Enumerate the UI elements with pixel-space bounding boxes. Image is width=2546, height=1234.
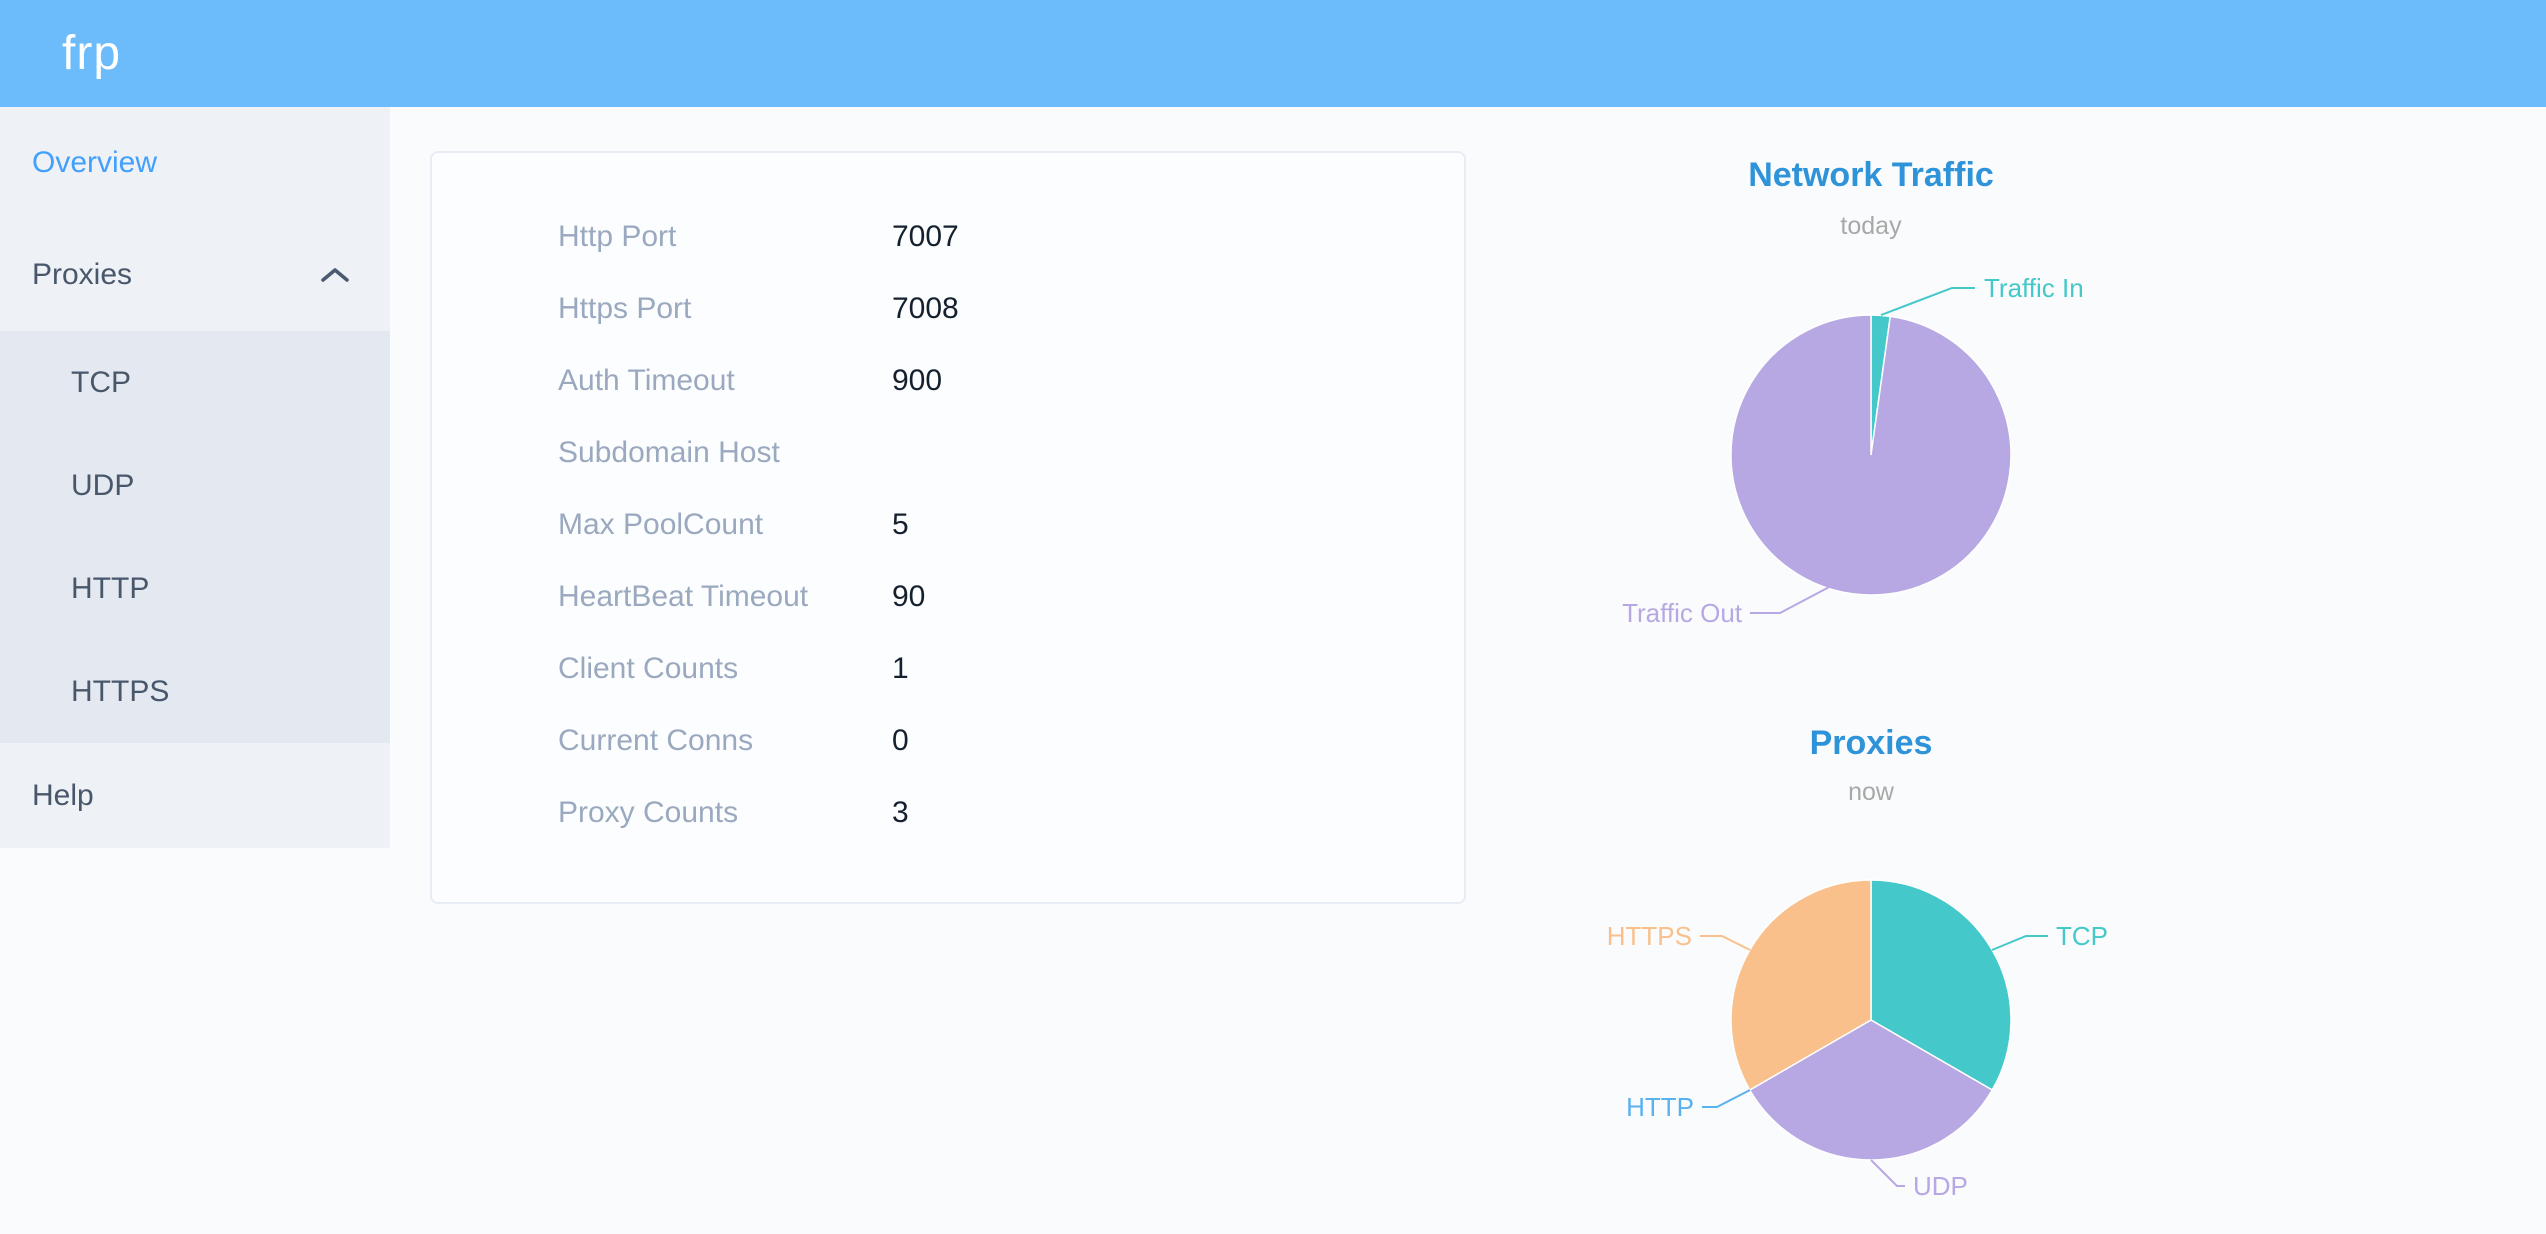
chart-subtitle-today: today xyxy=(1840,212,1902,240)
proxies-pie-chart: TCP UDP HTTP HTTPS xyxy=(1607,879,2108,1201)
config-row: HeartBeat Timeout 90 xyxy=(432,561,1464,633)
config-value: 5 xyxy=(892,508,909,541)
config-value: 3 xyxy=(892,796,909,829)
pie-leader-line-http xyxy=(1702,1089,1751,1108)
config-value: 7007 xyxy=(892,220,959,253)
pie-leader-line-traffic-out xyxy=(1750,584,1834,614)
pie-label-http: HTTP xyxy=(1626,1092,1694,1122)
pie-label-tcp: TCP xyxy=(2056,921,2108,951)
config-label: Auth Timeout xyxy=(558,364,735,397)
config-label: Proxy Counts xyxy=(558,796,739,829)
sidebar-item-proxies[interactable]: Proxies xyxy=(0,219,390,331)
sidebar-submenu-proxies: TCP UDP HTTP HTTPS xyxy=(0,331,390,743)
pie-label-traffic-in: Traffic In xyxy=(1984,273,2084,303)
config-label: Subdomain Host xyxy=(558,436,780,469)
config-row: Current Conns 0 xyxy=(432,705,1464,777)
pie-leader-line-https xyxy=(1700,935,1751,951)
sidebar-item-proxies-label: Proxies xyxy=(32,258,133,291)
config-label: HeartBeat Timeout xyxy=(558,580,809,613)
pie-leader-line-traffic-in xyxy=(1880,287,1975,316)
network-traffic-pie-chart: Traffic In Traffic Out xyxy=(1622,273,2084,628)
server-config-card: Http Port 7007 Https Port 7008 Auth Timeout 9… xyxy=(430,151,1466,904)
config-label: Http Port xyxy=(558,220,677,253)
config-label: Max PoolCount xyxy=(558,508,764,541)
config-label: Client Counts xyxy=(558,652,739,685)
config-label: Https Port xyxy=(558,292,692,325)
pie-slice-traffic-out[interactable] xyxy=(1730,314,2012,596)
chevron-up-icon xyxy=(321,268,349,282)
sidebar: Overview Proxies TCP UDP HTTP HTTPS Help xyxy=(0,107,390,848)
chart-subtitle-now: now xyxy=(1848,778,1894,806)
config-row: Http Port 7007 xyxy=(432,201,1464,273)
config-row: Https Port 7008 xyxy=(432,273,1464,345)
app-header: frp xyxy=(0,0,2546,107)
config-row: Max PoolCount 5 xyxy=(432,489,1464,561)
sidebar-item-https[interactable]: HTTPS xyxy=(71,674,170,708)
pie-leader-line-udp xyxy=(1870,1159,1905,1187)
config-row: Subdomain Host xyxy=(432,417,1464,489)
pie-leader-line-tcp xyxy=(1991,935,2048,951)
config-value: 7008 xyxy=(892,292,959,325)
pie-slice-udp[interactable] xyxy=(1748,1019,1994,1161)
config-row: Client Counts 1 xyxy=(432,633,1464,705)
sidebar-item-udp[interactable]: UDP xyxy=(71,468,135,502)
config-value: 0 xyxy=(892,724,909,757)
config-value: 1 xyxy=(892,652,909,685)
sidebar-item-help[interactable]: Help xyxy=(32,778,94,812)
config-row: Auth Timeout 900 xyxy=(432,345,1464,417)
sidebar-item-http[interactable]: HTTP xyxy=(71,571,150,605)
sidebar-item-tcp[interactable]: TCP xyxy=(71,365,131,399)
chart-title-proxies: Proxies xyxy=(1809,724,1933,762)
pie-label-https: HTTPS xyxy=(1607,921,1692,951)
pie-label-traffic-out: Traffic Out xyxy=(1622,598,1743,628)
config-value: 900 xyxy=(892,364,943,397)
app-logo: frp xyxy=(62,27,122,80)
config-row: Proxy Counts 3 xyxy=(432,777,1464,849)
config-label: Current Conns xyxy=(558,724,754,757)
config-value: 90 xyxy=(892,580,926,613)
sidebar-item-overview[interactable]: Overview xyxy=(32,146,158,179)
chart-title-network-traffic: Network Traffic xyxy=(1748,156,1994,194)
pie-label-udp: UDP xyxy=(1913,1171,1968,1201)
